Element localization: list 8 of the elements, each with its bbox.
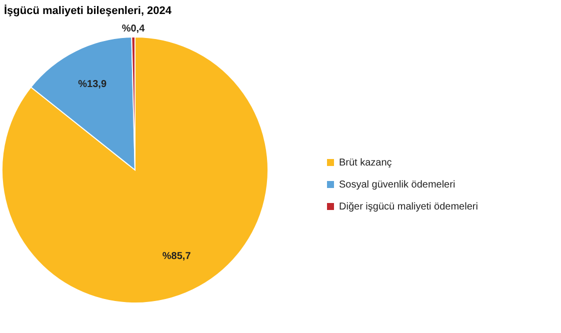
chart-title: İşgücü maliyeti bileşenleri, 2024 [4, 4, 172, 17]
pie-slice [2, 36, 268, 304]
legend-label: Brüt kazanç [339, 158, 392, 169]
data-label: %13,9 [78, 78, 107, 90]
data-label: %85,7 [162, 250, 192, 262]
data-label: %0,4 [122, 24, 146, 35]
legend-label: Sosyal güvenlik ödemeleri [339, 180, 456, 191]
legend-label: Diğer işgücü maliyeti ödemeleri [339, 202, 478, 213]
